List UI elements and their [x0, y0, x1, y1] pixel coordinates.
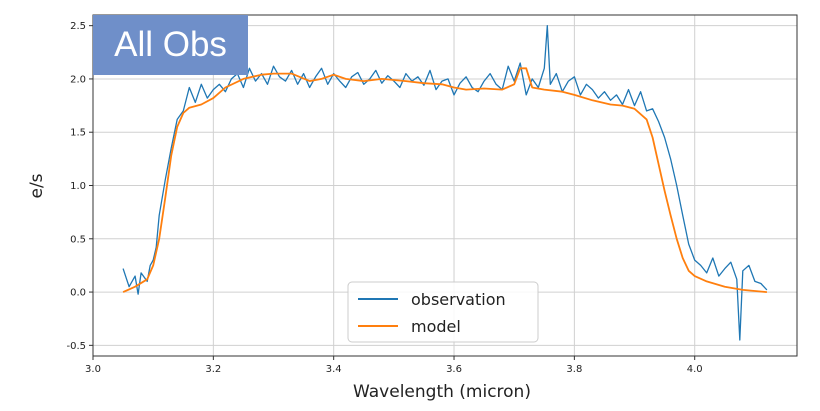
x-tick-label: 3.8 [566, 364, 582, 375]
series-line-model [122, 67, 767, 293]
y-tick-label: -0.5 [66, 341, 86, 352]
legend-observation-label: observation [411, 290, 506, 309]
series-lines [122, 25, 768, 341]
axes: 3.0 3.2 3.4 3.6 3.8 4.0 -0.5 0.0 0.5 1.0 1.5 2.0 2.5 [66, 14, 798, 375]
y-axis-label: e/s [27, 173, 47, 198]
x-tick-label: 3.0 [85, 364, 101, 375]
y-tick-label: 2.5 [70, 21, 86, 32]
x-tick-label: 3.2 [205, 364, 221, 375]
legend: observation model [347, 281, 539, 343]
x-tick-label: 3.6 [446, 364, 462, 375]
plot-frame [92, 14, 798, 357]
y-tick-label: 0.5 [70, 234, 86, 245]
y-tick-label: 0.0 [70, 288, 86, 299]
legend-model-label: model [411, 317, 461, 336]
x-tick-label: 4.0 [687, 364, 703, 375]
y-tick-label: 2.0 [70, 74, 86, 85]
y-tick-label: 1.5 [70, 128, 86, 139]
y-tick-label: 1.0 [70, 181, 86, 192]
x-axis-label: Wavelength (micron) [353, 382, 531, 402]
all-obs-badge: All Obs [93, 15, 248, 75]
series-line-observation [122, 25, 768, 341]
x-tick-label: 3.4 [326, 364, 342, 375]
grid [92, 15, 797, 356]
